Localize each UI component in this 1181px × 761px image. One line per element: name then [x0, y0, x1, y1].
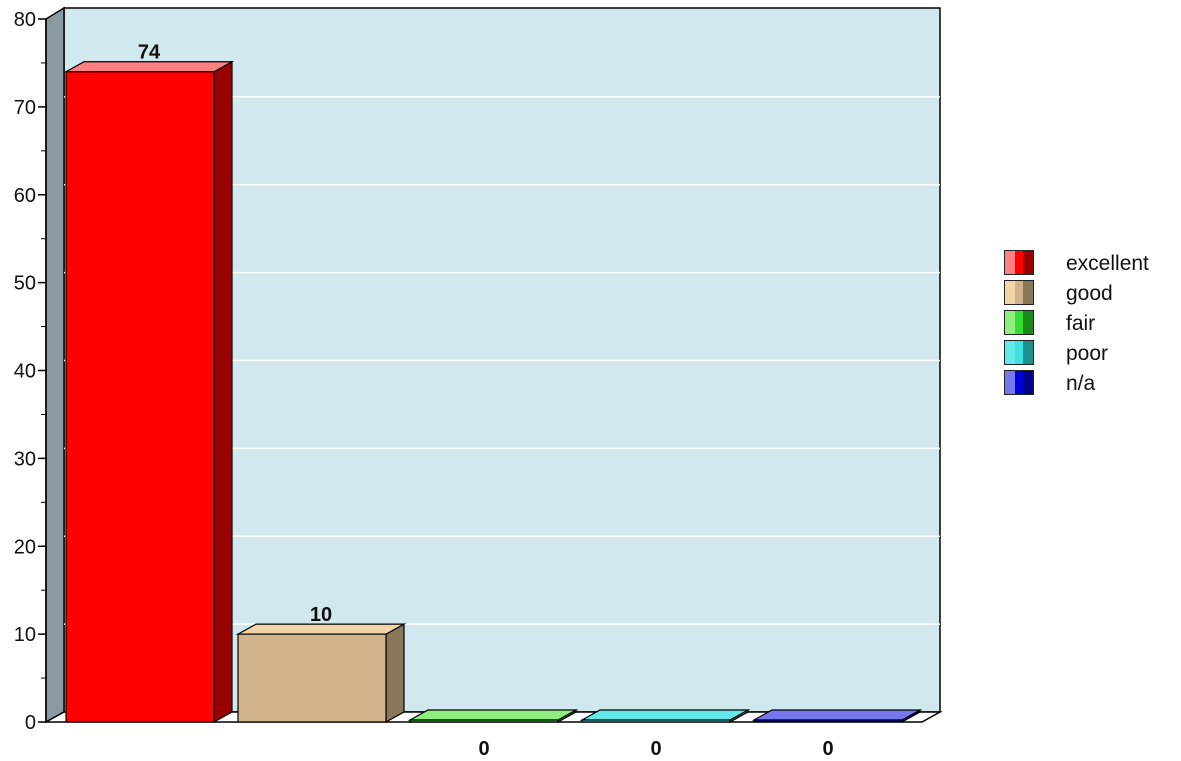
y-tick-label: 80: [14, 9, 36, 31]
legend-swatch-highlight: [1005, 281, 1015, 304]
data-label-poor: 0: [650, 738, 661, 760]
legend-swatch-excellent: [1004, 250, 1034, 275]
y-tick-label: 40: [14, 361, 36, 383]
legend-swatch-shade: [1023, 251, 1033, 274]
legend-swatch-n-a: [1004, 370, 1034, 395]
bar-n-a: [753, 719, 903, 723]
bar-side-excellent: [213, 60, 233, 724]
legend-swatch-fair: [1004, 310, 1034, 335]
legend-swatch-highlight: [1005, 311, 1015, 334]
bar-excellent: [65, 71, 215, 723]
legend-label-excellent: excellent: [1066, 252, 1149, 275]
legend-label-fair: fair: [1066, 312, 1096, 335]
y-tick-label: 0: [25, 712, 36, 734]
legend-swatch-shade: [1023, 281, 1033, 304]
legend-swatch-good: [1004, 280, 1034, 305]
legend-item-excellent: excellent: [1004, 250, 1174, 280]
plot-left-wall: [45, 6, 65, 724]
legend-label-poor: poor: [1066, 342, 1109, 365]
y-tick-label: 70: [14, 97, 36, 119]
bar-poor: [581, 719, 731, 723]
legend-label-n-a: n/a: [1066, 372, 1096, 395]
legend-item-fair: fair: [1004, 310, 1174, 340]
y-tick-label: 10: [14, 624, 36, 646]
data-label-fair: 0: [478, 738, 489, 760]
legend-item-good: good: [1004, 280, 1174, 310]
bar-top-n-a: [751, 709, 923, 721]
legend-swatch-highlight: [1005, 251, 1015, 274]
y-tick-label: 60: [14, 185, 36, 207]
legend-item-poor: poor: [1004, 340, 1174, 370]
bar-top-poor: [579, 709, 751, 721]
bar-fair: [409, 719, 559, 723]
y-tick-label: 50: [14, 273, 36, 295]
legend-swatch-highlight: [1005, 371, 1015, 394]
legend-swatch-shade: [1023, 341, 1033, 364]
data-label-excellent: 74: [138, 42, 161, 64]
data-label-good: 10: [310, 604, 332, 626]
legend: excellent good fair poor n/a: [1004, 250, 1174, 400]
legend-item-n-a: n/a: [1004, 370, 1174, 400]
legend-swatch-shade: [1023, 371, 1033, 394]
y-tick-label: 30: [14, 448, 36, 470]
bar-side-good: [385, 623, 405, 724]
legend-swatch-shade: [1023, 311, 1033, 334]
data-label-n-a: 0: [822, 738, 833, 760]
legend-swatch-highlight: [1005, 341, 1015, 364]
bar-good: [237, 633, 387, 723]
bar-top-fair: [407, 709, 579, 721]
y-tick-label: 20: [14, 536, 36, 558]
legend-swatch-poor: [1004, 340, 1034, 365]
legend-label-good: good: [1066, 282, 1113, 305]
